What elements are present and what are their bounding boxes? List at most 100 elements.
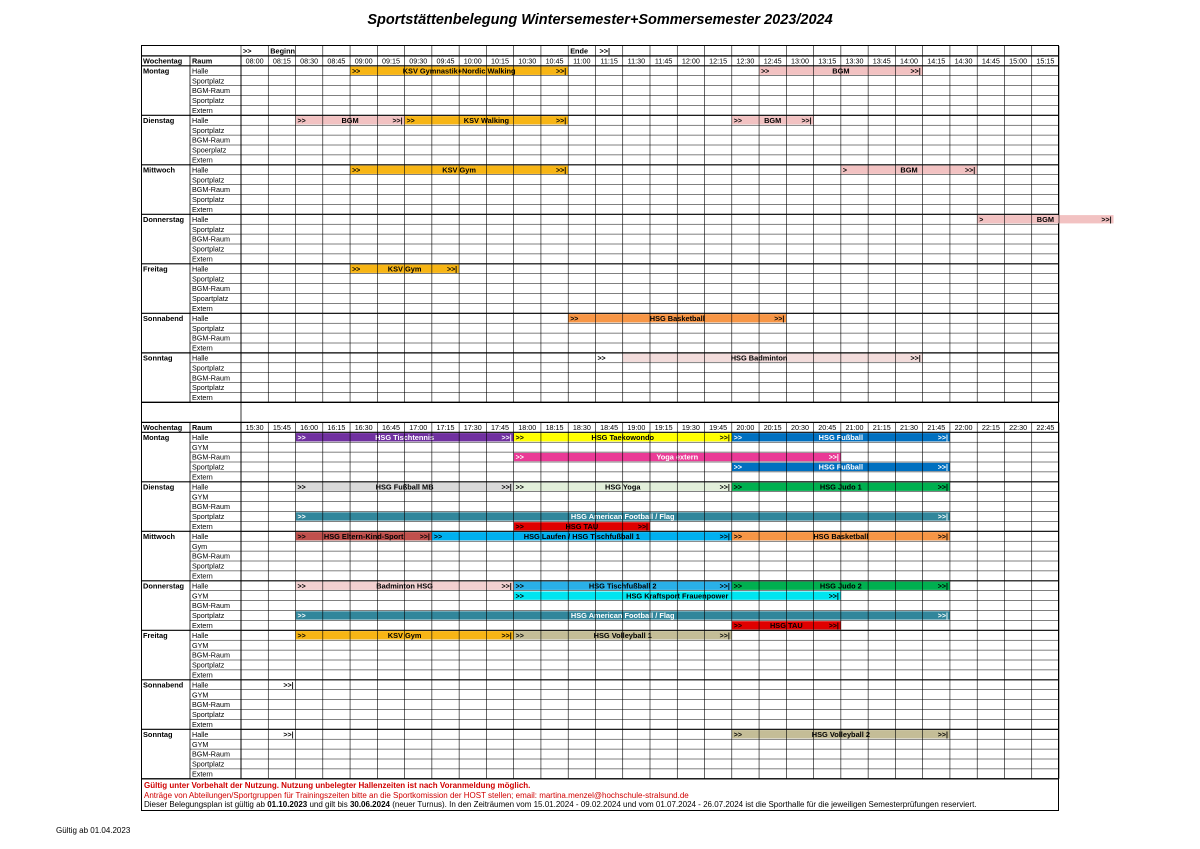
event-end-marker: >>| bbox=[801, 118, 811, 125]
room-label: Halle bbox=[192, 581, 208, 590]
time-slot-label: 15:00 bbox=[1009, 56, 1027, 65]
room-label: Extern bbox=[192, 671, 213, 680]
day-label: Freitag bbox=[143, 631, 168, 640]
event-start-marker: >> bbox=[352, 68, 360, 75]
day-label: Dienstag bbox=[143, 116, 175, 125]
event-end-marker: >>| bbox=[774, 316, 784, 323]
room-label: Halle bbox=[192, 482, 208, 491]
room-label: Sportplatz bbox=[192, 225, 225, 234]
event-end-marker: >>| bbox=[720, 435, 730, 442]
room-label: Sportplatz bbox=[192, 611, 225, 620]
room-label: Sportplatz bbox=[192, 710, 225, 719]
room-label: BGM-Raum bbox=[192, 651, 230, 660]
room-label: BGM-Raum bbox=[192, 750, 230, 759]
time-slot-label: 20:00 bbox=[736, 423, 754, 432]
time-slot-label: 13:15 bbox=[818, 56, 836, 65]
time-slot-label: 17:30 bbox=[464, 423, 482, 432]
event-start-marker: >> bbox=[734, 118, 742, 125]
validity-text-e: (neuer Turnus). In den Zeiträumen vom 15… bbox=[389, 800, 977, 809]
event-start-marker: >> bbox=[516, 593, 524, 600]
event-end-marker: >>| bbox=[502, 633, 512, 640]
time-slot-label: 14:15 bbox=[927, 56, 945, 65]
room-label: Extern bbox=[192, 572, 213, 581]
time-slot-label: 17:00 bbox=[409, 423, 427, 432]
event-end-marker: >>| bbox=[938, 583, 948, 590]
room-label: BGM-Raum bbox=[192, 601, 230, 610]
event-end-marker: >>| bbox=[965, 167, 975, 174]
event-end-marker: >>| bbox=[1101, 217, 1111, 224]
room-label: GYM bbox=[192, 443, 208, 452]
time-slot-label: 18:30 bbox=[573, 423, 591, 432]
event-start-marker: >> bbox=[298, 633, 306, 640]
event-end-marker: >>| bbox=[938, 534, 948, 541]
time-slot-label: 12:15 bbox=[709, 56, 727, 65]
room-label: Halle bbox=[192, 165, 208, 174]
event-end-marker: >>| bbox=[720, 583, 730, 590]
time-slot-label: 22:30 bbox=[1009, 423, 1027, 432]
event-end-marker: >>| bbox=[556, 167, 566, 174]
time-slot-label: 08:30 bbox=[300, 56, 318, 65]
room-label: Halle bbox=[192, 680, 208, 689]
time-slot-label: 18:00 bbox=[518, 423, 536, 432]
day-label: Donnerstag bbox=[143, 215, 185, 224]
time-slot-label: 22:00 bbox=[955, 423, 973, 432]
room-label: BGM-Raum bbox=[192, 502, 230, 511]
event-end-marker: >>| bbox=[938, 732, 948, 739]
time-slot-label: 17:45 bbox=[491, 423, 509, 432]
end-mark: >>| bbox=[283, 732, 293, 739]
event-start-marker: >> bbox=[298, 484, 306, 491]
footer-note-validity: Dieser Belegungsplan ist gültig ab 01.10… bbox=[144, 800, 1059, 810]
room-label: GYM bbox=[192, 740, 208, 749]
room-label: Halle bbox=[192, 433, 208, 442]
event-end-marker: >>| bbox=[938, 484, 948, 491]
room-label: BGM-Raum bbox=[192, 552, 230, 561]
valid-from-note: Gültig ab 01.04.2023 bbox=[56, 826, 131, 835]
time-slot-label: 14:00 bbox=[900, 56, 918, 65]
time-slot-label: 14:45 bbox=[982, 56, 1000, 65]
begin-marker: >> bbox=[243, 47, 252, 56]
footer-notes: Gültig unter Vorbehalt der Nutzung. Nutz… bbox=[144, 781, 1059, 810]
event-start-marker: >> bbox=[516, 455, 524, 462]
footer-note-usage: Gültig unter Vorbehalt der Nutzung. Nutz… bbox=[144, 781, 531, 790]
time-slot-label: 18:45 bbox=[600, 423, 618, 432]
event-end-marker: >>| bbox=[938, 435, 948, 442]
room-label: BGM-Raum bbox=[192, 86, 230, 95]
time-slot-label: 19:15 bbox=[655, 423, 673, 432]
room-label: Extern bbox=[192, 720, 213, 729]
time-slot-label: 15:15 bbox=[1036, 56, 1054, 65]
event-end-marker: >>| bbox=[938, 514, 948, 521]
room-label: BGM-Raum bbox=[192, 373, 230, 382]
event-start-marker: > bbox=[843, 167, 847, 174]
event-start-marker: >> bbox=[570, 316, 578, 323]
event-start-marker: >> bbox=[298, 583, 306, 590]
room-label: Extern bbox=[192, 344, 213, 353]
time-slot-label: 11:30 bbox=[628, 56, 645, 65]
room-label: Sportplatz bbox=[192, 96, 225, 105]
room-label: Halle bbox=[192, 354, 208, 363]
event-end-marker: >>| bbox=[829, 455, 839, 462]
day-label: Montag bbox=[143, 433, 170, 442]
room-label: Extern bbox=[192, 304, 213, 313]
time-slot-label: 19:00 bbox=[627, 423, 645, 432]
event-label: BGM bbox=[764, 116, 781, 125]
time-slot-label: 09:15 bbox=[382, 56, 400, 65]
room-label: Sportplatz bbox=[192, 512, 225, 521]
time-slot-label: 13:45 bbox=[873, 56, 891, 65]
room-label: Halle bbox=[192, 66, 208, 75]
room-label: Sportplatz bbox=[192, 274, 225, 283]
room-label: Sportplatz bbox=[192, 324, 225, 333]
event-bar bbox=[977, 215, 1114, 224]
validity-start-date: 01.10.2023 bbox=[267, 800, 308, 809]
room-label: Sportplatz bbox=[192, 562, 225, 571]
event-end-marker: >>| bbox=[911, 68, 921, 75]
end-marker: >>| bbox=[599, 47, 610, 56]
event-start-marker: > bbox=[979, 217, 983, 224]
event-start-marker: >> bbox=[734, 732, 742, 739]
day-label: Montag bbox=[143, 66, 170, 75]
event-end-marker: >>| bbox=[447, 266, 457, 273]
room-label: GYM bbox=[192, 492, 208, 501]
day-label: Mittwoch bbox=[143, 532, 176, 541]
event-bar bbox=[513, 522, 650, 531]
room-label: Spoerplatz bbox=[192, 146, 227, 155]
time-slot-label: 12:45 bbox=[764, 56, 782, 65]
